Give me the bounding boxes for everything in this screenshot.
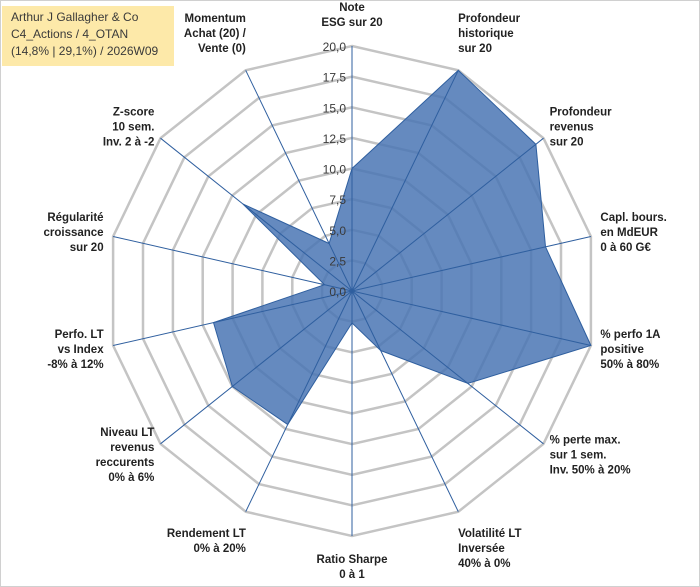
title-company: Arthur J Gallagher & Co <box>11 10 139 24</box>
category-label-2: Profondeur revenus sur 20 <box>550 107 612 149</box>
radar-spokes <box>112 46 592 536</box>
tick-label-3: 7,5 <box>329 193 346 207</box>
title-stats: (14,8% | 29,1%) / 2026W09 <box>11 44 159 58</box>
category-label-12: Z-score 10 sem. Inv. 2 à -2 <box>103 107 155 149</box>
axis-spoke-3 <box>351 236 592 292</box>
tick-label-1: 2,5 <box>329 254 346 268</box>
category-label-13: Momentum Achat (20) / Vente (0) <box>184 13 247 55</box>
axis-spoke-12 <box>160 137 353 292</box>
axis-spoke-11 <box>112 236 353 292</box>
axis-spoke-5 <box>351 290 544 445</box>
category-label-5: % perte max. sur 1 sem. Inv. 50% à 20% <box>550 435 631 477</box>
category-label-0: Note ESG sur 20 <box>321 2 382 29</box>
series-area-0 <box>212 69 592 426</box>
category-label-10: Perfo. LT vs Index -8% à 12% <box>47 329 104 371</box>
category-label-1: Profondeur historique sur 20 <box>458 13 520 55</box>
tick-label-0: 0,0 <box>329 285 346 299</box>
tick-label-4: 10,0 <box>323 163 347 177</box>
category-label-3: Capl. bours. en MdEUR 0 à 60 G€ <box>600 212 666 254</box>
category-label-6: Volatilité LT Inversée 40% à 0% <box>458 528 521 570</box>
axis-spoke-13 <box>245 70 353 292</box>
title-portfolio: C4_Actions / 4_OTAN <box>11 27 129 41</box>
chart-title-box: Arthur J Gallagher & Co C4_Actions / 4_O… <box>2 6 174 66</box>
tick-label-2: 5,0 <box>329 224 346 238</box>
radar-series <box>212 69 592 426</box>
radar-category-labels: Note ESG sur 20 Profondeur historique sur 20… <box>43 2 666 581</box>
axis-spoke-1 <box>351 70 459 292</box>
tick-label-5: 12,5 <box>323 132 347 146</box>
radar-tick-labels: 0,0 2,5 5,0 7,5 10,0 12,5 15,0 17,5 20,0 <box>323 40 347 299</box>
axis-spoke-8 <box>245 290 353 512</box>
axis-spoke-2 <box>351 137 544 292</box>
axis-spoke-9 <box>160 290 353 445</box>
axis-spoke-6 <box>351 290 459 512</box>
category-label-4: % perfo 1A positive 50% à 80% <box>600 329 660 371</box>
category-label-11: Régularité croissance sur 20 <box>43 212 103 254</box>
axis-spoke-10 <box>112 290 353 346</box>
tick-label-8: 20,0 <box>323 40 347 54</box>
category-label-9: Niveau LT revenus reccurents 0% à 6% <box>96 427 155 484</box>
category-label-8: Rendement LT 0% à 20% <box>167 528 246 555</box>
tick-label-6: 15,0 <box>323 101 347 115</box>
axis-spoke-4 <box>351 290 592 346</box>
category-label-7: Ratio Sharpe 0 à 1 <box>317 554 388 581</box>
tick-label-7: 17,5 <box>323 71 347 85</box>
